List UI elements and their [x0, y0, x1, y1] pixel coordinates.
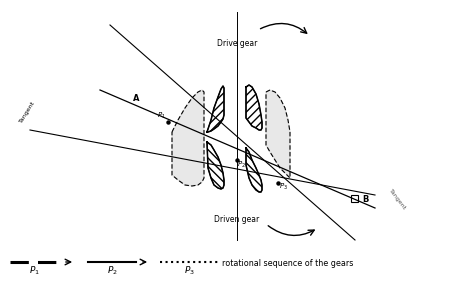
Text: B: B — [362, 195, 368, 204]
Text: rotational sequence of the gears: rotational sequence of the gears — [222, 259, 354, 267]
Text: $P_3$: $P_3$ — [279, 182, 287, 192]
Text: $P_2$: $P_2$ — [237, 160, 246, 170]
Text: $P_1$: $P_1$ — [156, 111, 165, 121]
Text: Driven gear: Driven gear — [214, 215, 260, 224]
Text: $P_3$: $P_3$ — [183, 265, 194, 277]
Text: $P_2$: $P_2$ — [107, 265, 118, 277]
Text: $P_1$: $P_1$ — [28, 265, 39, 277]
Polygon shape — [266, 90, 290, 178]
Text: A: A — [133, 94, 139, 103]
Text: Tangent: Tangent — [389, 188, 408, 212]
Bar — [351, 195, 358, 202]
Text: Tangent: Tangent — [19, 100, 37, 124]
Polygon shape — [172, 90, 204, 186]
Text: Drive gear: Drive gear — [217, 39, 257, 48]
